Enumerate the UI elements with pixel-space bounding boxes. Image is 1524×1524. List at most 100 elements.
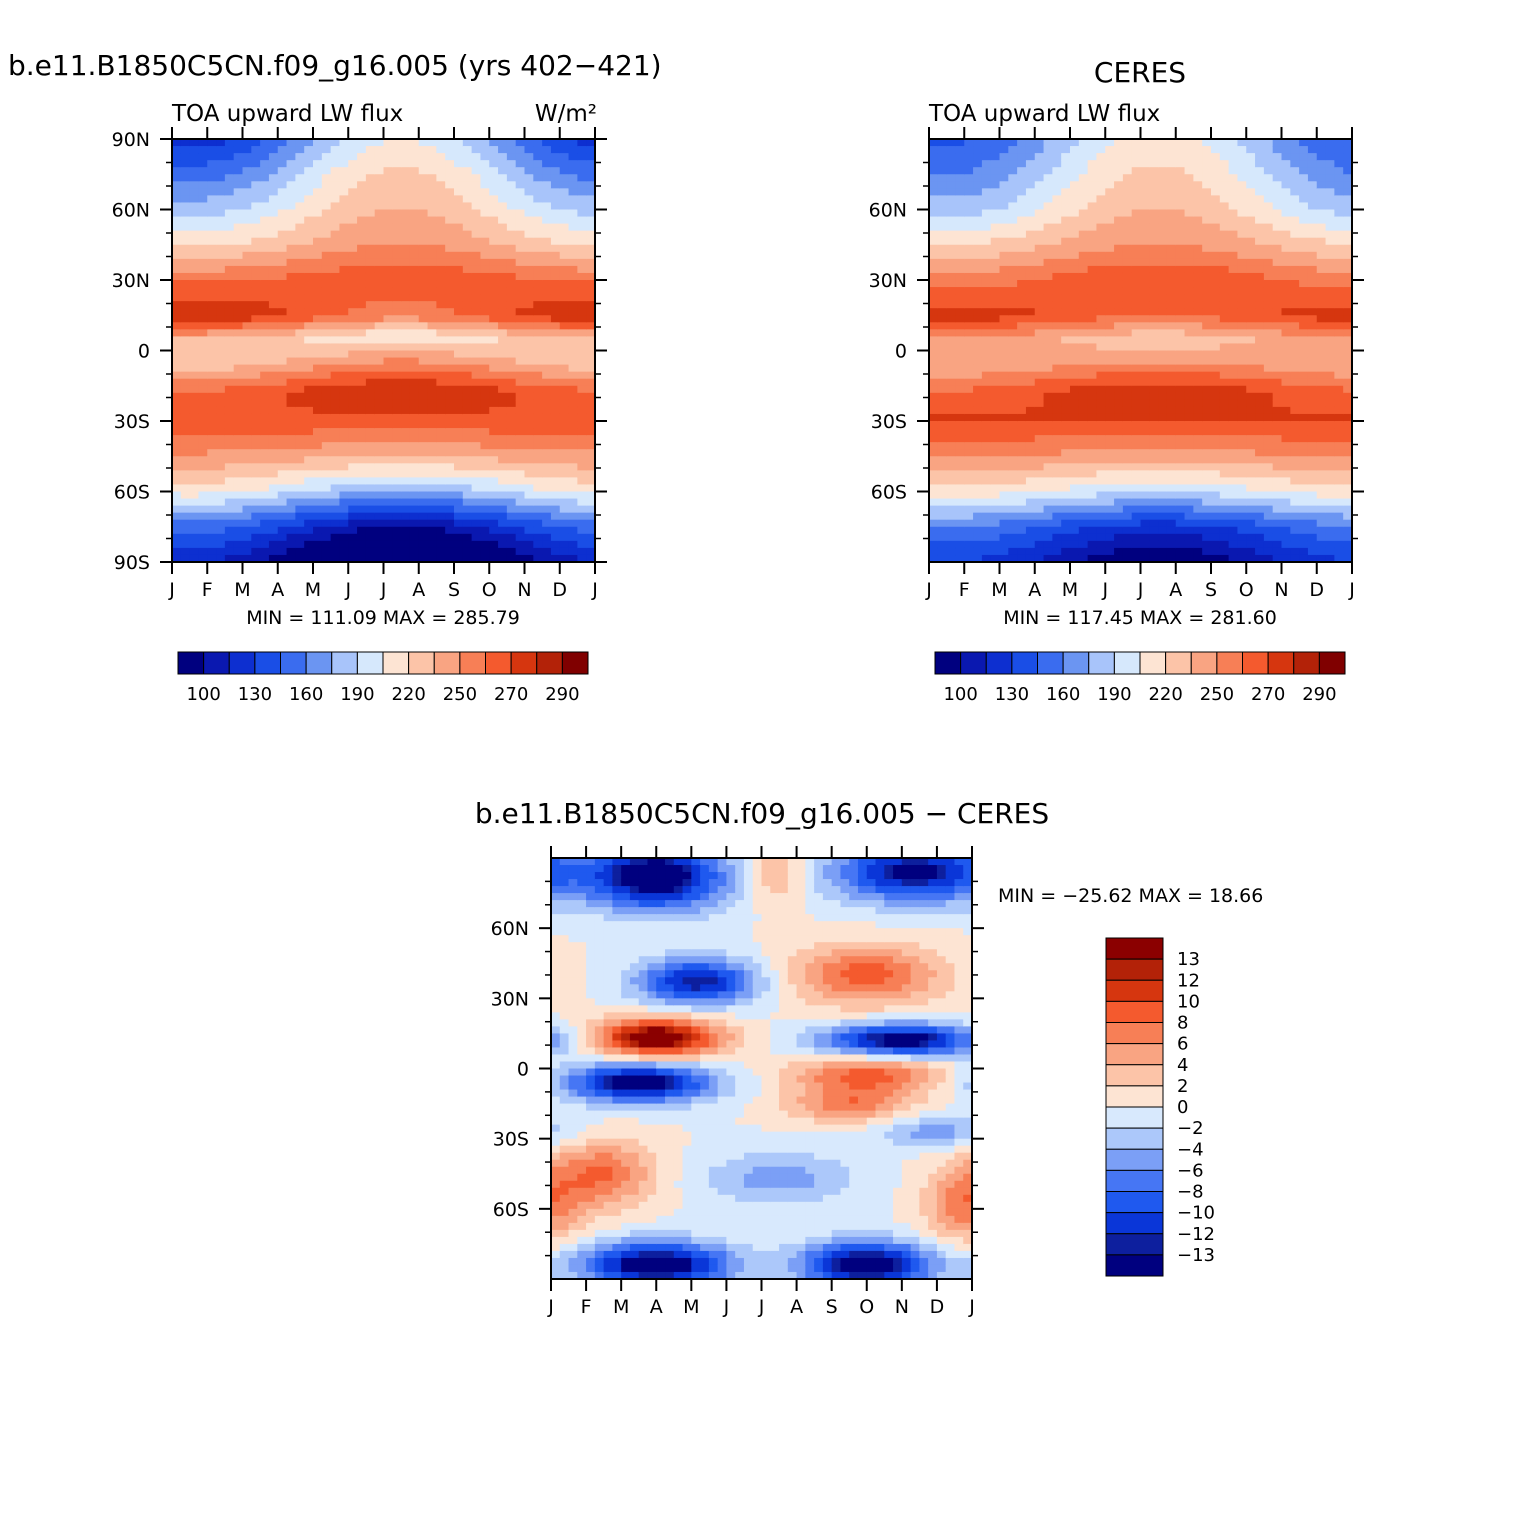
field-cell	[929, 280, 939, 288]
field-cell	[260, 251, 270, 260]
field-cell	[357, 498, 367, 507]
field-cell	[339, 216, 349, 225]
field-cell	[586, 167, 596, 175]
field-cell	[313, 428, 323, 436]
field-cell	[401, 195, 411, 204]
field-cell	[409, 315, 420, 323]
field-cell	[207, 181, 217, 189]
field-cell	[357, 223, 367, 232]
field-cell	[999, 449, 1009, 457]
field-cell	[409, 139, 420, 147]
field-cell	[973, 343, 983, 352]
field-cell	[515, 308, 526, 316]
field-cell	[189, 195, 200, 204]
field-cell	[559, 195, 570, 204]
field-cell	[568, 484, 578, 493]
field-cell	[586, 202, 596, 211]
field-cell	[454, 378, 464, 387]
field-cell	[180, 287, 191, 295]
field-cell	[445, 237, 455, 246]
field-cell	[1122, 280, 1133, 288]
field-cell	[427, 336, 437, 345]
field-cell	[1122, 512, 1133, 521]
field-cell	[1114, 202, 1124, 211]
field-cell	[471, 287, 482, 295]
field-cell	[999, 371, 1009, 380]
field-cell	[198, 512, 208, 521]
field-cell	[348, 202, 358, 211]
field-cell	[1158, 364, 1168, 373]
field-cell	[436, 265, 446, 274]
field-cell	[946, 230, 957, 239]
field-cell	[198, 498, 208, 507]
field-cell	[268, 519, 279, 528]
field-cell	[480, 167, 490, 175]
field-cell	[233, 519, 244, 528]
field-cell	[471, 371, 482, 380]
field-cell	[189, 484, 200, 493]
field-cell	[964, 456, 974, 464]
field-cell	[577, 237, 587, 246]
field-cell	[524, 484, 534, 493]
field-cell	[172, 350, 182, 359]
field-cell	[1193, 421, 1203, 429]
field-cell	[180, 378, 191, 387]
field-cell	[577, 357, 587, 366]
field-cell	[1008, 258, 1018, 267]
field-cell	[533, 428, 543, 436]
field-cell	[550, 378, 561, 387]
field-cell	[277, 258, 288, 267]
field-cell	[242, 195, 252, 204]
field-cell	[568, 287, 578, 295]
field-cell	[357, 399, 367, 408]
field-cell	[1061, 364, 1071, 373]
field-cell	[937, 287, 948, 295]
x-tick-label: J	[380, 579, 387, 601]
field-cell	[990, 435, 1001, 443]
field-cell	[489, 413, 499, 422]
field-cell	[330, 280, 341, 288]
field-cell	[207, 336, 217, 345]
field-cell	[233, 392, 244, 401]
field-cell	[515, 519, 526, 528]
field-cell	[577, 371, 587, 380]
field-cell	[489, 287, 499, 295]
field-cell	[242, 244, 252, 253]
field-cell	[990, 540, 1001, 549]
field-cell	[1158, 343, 1168, 352]
field-cell	[1087, 350, 1098, 359]
field-cell	[418, 223, 429, 232]
field-cell	[1017, 294, 1027, 302]
field-cell	[277, 371, 288, 380]
field-cell	[955, 505, 965, 514]
field-cell	[383, 322, 393, 330]
field-cell	[427, 329, 437, 337]
field-cell	[1052, 146, 1062, 154]
field-cell	[1122, 315, 1133, 323]
field-cell	[577, 442, 587, 450]
field-cell	[172, 230, 182, 239]
field-cell	[559, 540, 570, 549]
field-cell	[480, 160, 490, 168]
field-cell	[189, 477, 200, 486]
field-cell	[330, 174, 341, 182]
field-cell	[1158, 428, 1168, 436]
field-cell	[1061, 399, 1071, 408]
field-cell	[1096, 188, 1106, 196]
field-cell	[418, 146, 429, 154]
y-tick-label: 90N	[112, 129, 150, 151]
field-cell	[1096, 181, 1106, 189]
field-cell	[233, 258, 244, 267]
field-cell	[1008, 202, 1018, 211]
field-cell	[1219, 287, 1230, 295]
field-cell	[418, 160, 429, 168]
field-cell	[436, 484, 446, 493]
field-cell	[955, 223, 965, 232]
field-cell	[577, 139, 587, 147]
field-cell	[542, 230, 552, 239]
field-cell	[480, 329, 490, 337]
field-cell	[990, 421, 1001, 429]
field-cell	[172, 399, 182, 408]
field-cell	[955, 244, 965, 253]
field-cell	[498, 272, 508, 281]
